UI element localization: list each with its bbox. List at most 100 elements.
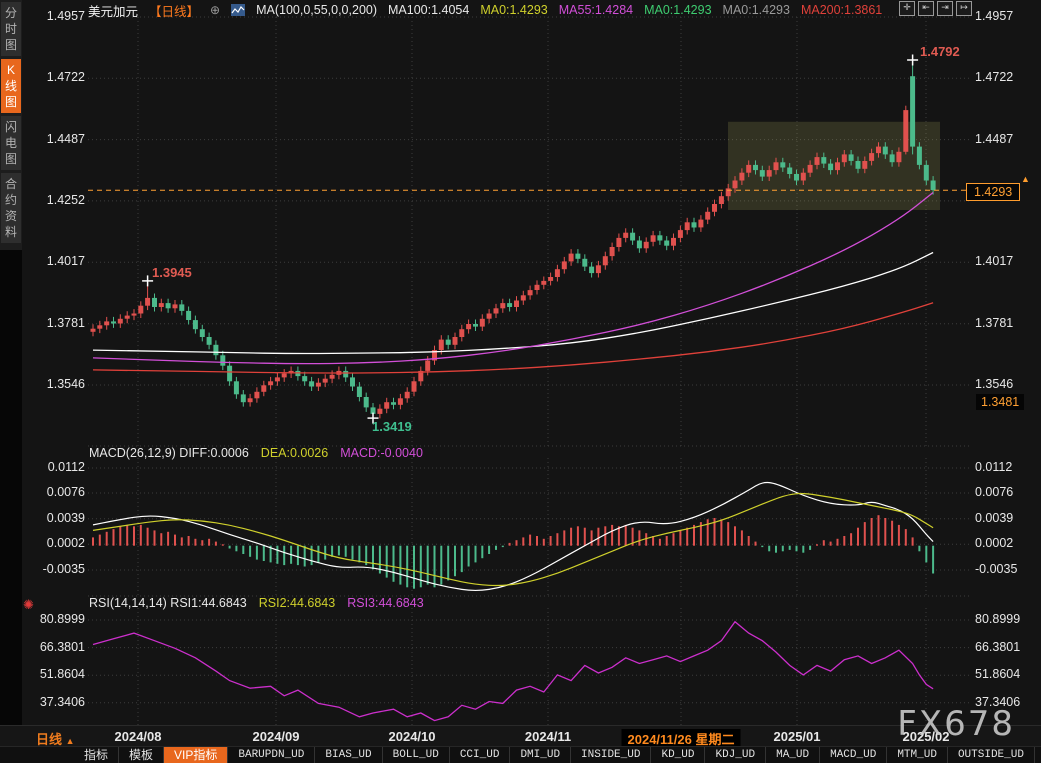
macd-tick-right: 0.0002 [975, 536, 1014, 551]
ma-value-4: MA0:1.4293 [722, 3, 790, 17]
price-tick-right: 1.4957 [975, 9, 1014, 23]
rsi-tick-right: 37.3406 [975, 694, 1021, 709]
price-tick-left: 1.4252 [46, 192, 85, 207]
rsi-tick-left: 37.3406 [39, 694, 85, 709]
macd-tick-right: 0.0112 [975, 460, 1013, 474]
rsi3-value: RSI3:44.6843 [347, 596, 424, 610]
month-label-6: 2025/02 [902, 729, 950, 744]
price-tick-left: 1.4017 [46, 254, 85, 269]
toolbar-item-4[interactable]: BIAS_UD [314, 747, 381, 763]
toolbar-item-13[interactable]: MTM_UD [886, 747, 947, 763]
period-dropdown-arrow-icon: ▲ [65, 736, 75, 746]
macd-tick-left: 0.0002 [46, 536, 85, 551]
current-price-box: 1.4293 [966, 183, 1021, 201]
indicator-alert-icon[interactable]: ✺ [23, 597, 34, 612]
rsi-tick-right: 66.3801 [975, 639, 1021, 654]
price-tick-right: 1.4722 [975, 70, 1014, 85]
toolbar-item-1[interactable]: 模板 [118, 747, 163, 763]
period-selector[interactable]: 日线 ▲ [36, 732, 75, 747]
symbol-name: 美元加元 [88, 4, 139, 19]
macd-tick-left: -0.0035 [42, 562, 85, 576]
annotation-2: 1.4792 [920, 44, 960, 59]
month-label-2: 2024/10 [388, 729, 436, 744]
rsi-tick-right: 80.8999 [975, 612, 1021, 626]
rsi-tick-left: 66.3801 [39, 639, 85, 654]
macd-dea-value: DEA:0.0026 [260, 446, 329, 460]
ma-value-0: MA100:1.4054 [388, 3, 470, 17]
chart-style-icon[interactable] [231, 4, 246, 16]
macd-tick-left: 0.0039 [46, 510, 85, 525]
rsi-tick-right: 51.8604 [975, 667, 1021, 682]
toolbar-item-15[interactable]: >> [1033, 747, 1041, 763]
rsi-header: RSI(14,14,14) RSI1:44.6843 RSI2:44.6843 … [89, 596, 424, 610]
move-icon[interactable]: ✛ [899, 1, 915, 16]
sidebar-item-0[interactable]: 分时图 [1, 2, 21, 56]
time-axis: 日线 ▲ 2024/08 2024/09 2024/10 2024/11 2024/11… [0, 725, 1041, 748]
sidebar-item-3[interactable]: 合约资料 [1, 173, 21, 243]
price-tick-left: 1.3546 [46, 377, 85, 391]
indicator-toolbar: 指标 模板 VIP指标 BARUPDN_UD BIAS_UD BOLL_UD CCI_UD D… [0, 746, 1041, 763]
price-tick-right: 1.3546 [975, 377, 1014, 391]
toolbar-item-8[interactable]: INSIDE_UD [570, 747, 650, 763]
toolbar-item-12[interactable]: MACD_UD [819, 747, 886, 763]
ma-value-1: MA0:1.4293 [480, 3, 548, 17]
toolbar-item-2[interactable]: VIP指标 [163, 747, 228, 763]
goto-latest-icon[interactable]: ↦ [956, 1, 972, 16]
price-tick-left: 1.4722 [46, 70, 85, 85]
pan-left-icon[interactable]: ⇤ [918, 1, 934, 16]
ma-settings: MA(100,0,55,0,0,200) [256, 3, 378, 17]
macd-header: MACD(26,12,9) DIFF:0.0006 DEA:0.0026 MAC… [89, 446, 423, 460]
price-tick-left: 1.3781 [46, 315, 85, 330]
sidebar-item-2[interactable]: 闪电图 [1, 116, 21, 170]
toolbar-item-9[interactable]: KD_UD [650, 747, 704, 763]
price-tick-right: 1.3781 [975, 315, 1014, 330]
toolbar-item-3[interactable]: BARUPDN_UD [227, 747, 314, 763]
price-tick-right: 1.4017 [975, 254, 1014, 269]
macd-tick-right: 0.0076 [975, 484, 1014, 499]
month-label-0: 2024/08 [114, 729, 162, 744]
price-tick-right: 1.4487 [975, 131, 1014, 146]
ma-value-3: MA0:1.4293 [644, 3, 712, 17]
toolbar-item-5[interactable]: BOLL_UD [381, 747, 449, 763]
macd-tick-left: 0.0112 [47, 460, 85, 474]
ma-value-list: MA100:1.4054 MA0:1.4293 MA55:1.4284 MA0:1.4… [388, 3, 882, 17]
price-tick-left: 1.4487 [46, 131, 85, 146]
rsi-tick-left: 51.8604 [39, 667, 85, 682]
macd-tick-left: 0.0076 [46, 484, 85, 499]
toolbar-item-10[interactable]: KDJ_UD [704, 747, 765, 763]
month-label-5: 2025/01 [773, 729, 821, 744]
macd-title: MACD(26,12,9) DIFF:0.0006 [89, 446, 249, 460]
circle-plus-icon[interactable]: ⊕ [210, 3, 221, 17]
macd-hist-value: MACD:-0.0040 [340, 446, 423, 460]
chart-canvas[interactable] [22, 0, 1041, 745]
month-label-1: 2024/09 [252, 729, 300, 744]
annotation-0: 1.3945 [152, 265, 192, 280]
rsi2-value: RSI2:44.6843 [258, 596, 336, 610]
toolbar-item-0[interactable]: 指标 [84, 748, 109, 762]
toolbar-item-7[interactable]: DMI_UD [509, 747, 570, 763]
toolbar-item-14[interactable]: OUTSIDE_UD [946, 747, 1034, 763]
low-price-label: 1.3481 [976, 394, 1025, 410]
rsi-title: RSI(14,14,14) RSI1:44.6843 [89, 596, 247, 610]
ma-value-5: MA200:1.3861 [800, 3, 883, 17]
macd-tick-right: -0.0035 [975, 562, 1018, 576]
toolbar-item-6[interactable]: CCI_UD [448, 747, 510, 763]
price-tick-left: 1.4957 [46, 9, 85, 23]
ma-value-2: MA55:1.4284 [558, 3, 634, 17]
annotation-1: 1.3419 [372, 419, 412, 434]
rsi-tick-left: 80.8999 [39, 612, 85, 626]
toolbar-item-11[interactable]: MA_UD [765, 747, 819, 763]
selected-date-label: 2024/11/26 星期二 [621, 729, 741, 748]
period-tag: 【日线】 [149, 4, 200, 19]
watermark: FX678 [897, 704, 1015, 744]
macd-tick-right: 0.0039 [975, 510, 1014, 525]
price-up-arrow-icon: ▲ [1021, 174, 1030, 184]
chart-header: 美元加元 【日线】 ⊕ MA(100,0,55,0,0,200) MA100:1… [88, 2, 882, 19]
header-icon-group: ✛ ⇤ ⇥ ↦ [896, 1, 972, 16]
pan-right-icon[interactable]: ⇥ [937, 1, 953, 16]
month-label-3: 2024/11 [524, 729, 572, 744]
